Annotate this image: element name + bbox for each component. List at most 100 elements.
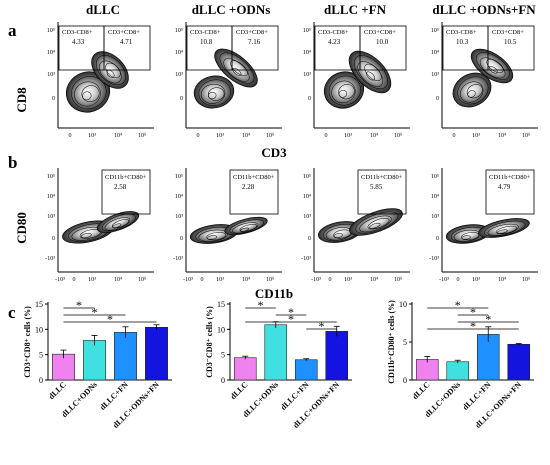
flow-a-y-tick: 10⁴ xyxy=(303,50,311,56)
gate-cd11b-cd80 xyxy=(101,169,151,215)
row-a-x-axis-label: CD3 xyxy=(261,145,287,160)
gate-right-label: CD3+CD8+ xyxy=(492,29,524,36)
flow-row-a: 10⁵ 10⁴ 10³ 0 0 10³ 10⁴ 10⁵ CD3-CD8+ CD3+CD8+ 4.33… xyxy=(47,22,538,139)
flow-b-x-tick: 10⁴ xyxy=(242,277,250,283)
flow-b-x-tick: 0 xyxy=(73,277,76,283)
flow-b-y-tick: -10³ xyxy=(45,256,55,262)
gate-left-label: CD3-CD8+ xyxy=(318,29,349,36)
group-title-3: dLLC +FN xyxy=(324,2,387,17)
significance-star: * xyxy=(455,298,461,312)
flow-a-x-tick: 0 xyxy=(69,133,72,139)
bar xyxy=(233,357,257,381)
flow-a-x-tick: 10³ xyxy=(216,133,224,139)
gate-right xyxy=(231,25,279,71)
flow-a-x-tick: 10³ xyxy=(88,133,96,139)
row-b-y-axis-label: CD80 xyxy=(14,212,29,244)
group-title-2: dLLC +ODNs xyxy=(192,2,271,17)
flow-b-x-tick: -10³ xyxy=(55,277,65,283)
flow-row-b: 10⁵ 10⁴ 10³ 0 -10³ -10³ 0 10³ 10⁴ 10⁵ CD11b+CD80+ 2… xyxy=(45,168,538,283)
flow-b-x-tick: 10³ xyxy=(472,277,480,283)
flow-a-x-tick: 10⁴ xyxy=(370,133,378,139)
flow-a-y-tick: 10⁴ xyxy=(431,50,439,56)
flow-b-x-tick: 10⁴ xyxy=(114,277,122,283)
flow-b-x-tick: 10⁴ xyxy=(498,277,506,283)
gate-left-label: CD3-CD8+ xyxy=(62,29,93,36)
flow-a-density xyxy=(470,48,514,84)
flow-a-x-tick: 10⁵ xyxy=(394,133,402,139)
gate-right-value: 10.0 xyxy=(376,38,389,46)
gate-right xyxy=(359,25,407,71)
y-tick-label: 5 xyxy=(403,338,407,347)
gate-value: 2.58 xyxy=(114,183,127,191)
gate-left-value: 10.3 xyxy=(456,38,469,46)
flow-a-y-tick: 10³ xyxy=(431,72,439,78)
flow-b-x-tick: 10³ xyxy=(216,277,224,283)
flow-a-y-tick: 10⁵ xyxy=(431,28,439,34)
y-tick-label: 5 xyxy=(39,351,43,360)
flow-a-y-tick: 10⁴ xyxy=(175,50,183,56)
flow-b-density xyxy=(349,208,403,236)
gate-left-value: 4.23 xyxy=(328,38,341,46)
flow-b-density xyxy=(224,216,268,236)
gate-label: CD11b+CD80+ xyxy=(489,174,531,181)
bar xyxy=(83,340,106,381)
gate-value: 4.79 xyxy=(498,183,511,191)
y-tick-label: 15 xyxy=(217,300,225,309)
flow-a-y-tick: 10⁵ xyxy=(175,28,183,34)
flow-b-y-tick: 10³ xyxy=(303,214,311,220)
gate-right-value: 4.71 xyxy=(120,38,133,46)
flow-b-density xyxy=(96,211,140,233)
flow-b-y-tick: 0 xyxy=(52,236,55,242)
category-label: dLLC xyxy=(229,380,250,401)
gate-right-label: CD3+CD8+ xyxy=(364,29,396,36)
gate-value: 2.28 xyxy=(242,183,255,191)
flow-a-x-tick: 0 xyxy=(325,133,328,139)
flow-b-x-tick: -10³ xyxy=(183,277,193,283)
flow-b-y-tick: 0 xyxy=(308,236,311,242)
flow-b-x-tick: 10⁴ xyxy=(370,277,378,283)
flow-a-y-tick: 10⁵ xyxy=(47,28,55,34)
flow-a-x-tick: 10⁵ xyxy=(522,133,530,139)
flow-a-x-tick: 10³ xyxy=(472,133,480,139)
flow-a-y-tick: 0 xyxy=(180,96,183,102)
flow-b-x-tick: 0 xyxy=(201,277,204,283)
flow-panel-b-4: 10⁵ 10⁴ 10³ 0 -10³ -10³ 0 10³ 10⁴ 10⁵ CD11b+CD80+ 4… xyxy=(429,168,538,283)
y-axis-label: CD11b⁺CD80⁺ cells (%) xyxy=(387,300,396,384)
gate-left-label: CD3-CD8+ xyxy=(190,29,221,36)
gate-label: CD11b+CD80+ xyxy=(361,174,403,181)
flow-a-y-tick: 0 xyxy=(308,96,311,102)
category-label: dLLC+FN xyxy=(98,380,130,412)
significance-star: * xyxy=(319,319,325,333)
bar xyxy=(507,343,531,381)
bar xyxy=(294,359,318,381)
category-label: dLLC xyxy=(411,380,432,401)
significance-star: * xyxy=(470,319,476,333)
bar xyxy=(446,361,470,381)
flow-b-y-tick: -10³ xyxy=(173,256,183,262)
gate-right xyxy=(487,25,535,71)
y-tick-label: 0 xyxy=(403,376,407,385)
flow-a-y-tick: 0 xyxy=(436,96,439,102)
y-tick-label: 10 xyxy=(399,300,407,309)
flow-b-x-tick: 10⁵ xyxy=(266,277,274,283)
flow-b-x-tick: -10³ xyxy=(439,277,449,283)
panel-label-b: b xyxy=(8,153,17,172)
flow-a-x-tick: 0 xyxy=(197,133,200,139)
flow-a-y-tick: 10⁴ xyxy=(47,50,55,56)
y-tick-label: 0 xyxy=(221,376,225,385)
gate-left-value: 10.8 xyxy=(200,38,213,46)
flow-a-x-tick: 10⁴ xyxy=(242,133,250,139)
flow-panel-a-3: 10⁵ 10⁴ 10³ 0 0 10³ 10⁴ 10⁵ CD3-CD8+ CD3+CD8+ 4.23… xyxy=(303,22,410,139)
flow-b-y-tick: 10³ xyxy=(47,214,55,220)
bar xyxy=(114,332,137,381)
y-tick-label: 10 xyxy=(217,325,225,334)
flow-b-y-tick: 10⁵ xyxy=(431,174,439,180)
gate-cd11b-cd80 xyxy=(229,169,279,215)
group-title-1: dLLC xyxy=(86,2,120,17)
flow-a-density xyxy=(65,71,111,113)
gate-value: 5.85 xyxy=(370,183,383,191)
flow-b-x-tick: 10⁵ xyxy=(394,277,402,283)
